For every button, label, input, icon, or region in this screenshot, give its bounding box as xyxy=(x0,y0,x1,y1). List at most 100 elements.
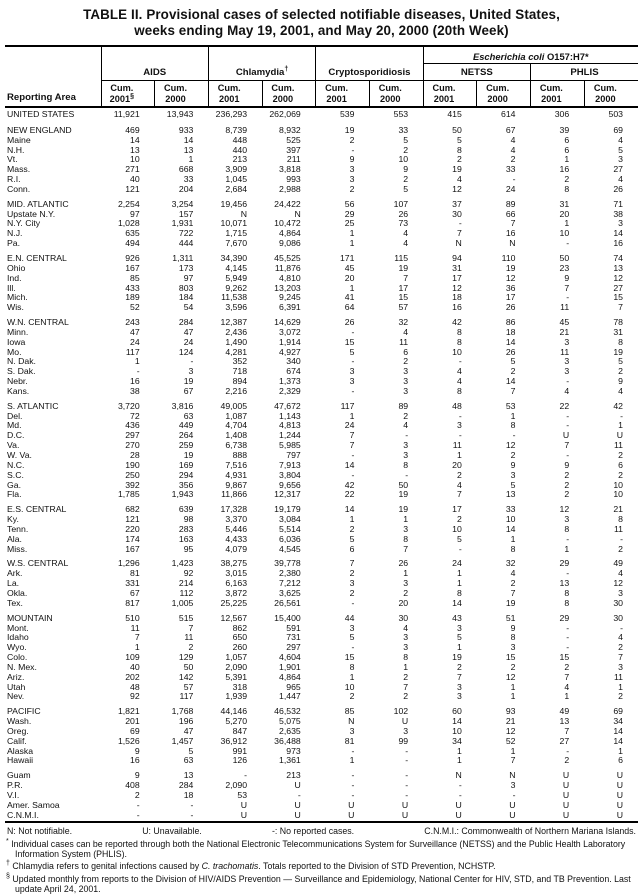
value-cell: 20 xyxy=(344,272,355,283)
cryptosporidiosis-column-header: Cryptosporidiosis xyxy=(315,45,424,81)
value-cell: 3 xyxy=(510,642,516,653)
value-cell: 40 xyxy=(130,174,140,185)
value-cell: 97 xyxy=(130,208,140,219)
table-row: Ky. 121 98 3,370 3,084 1 1 2 10 3 8 xyxy=(5,514,638,525)
value-cell: - xyxy=(458,410,462,421)
value-cell: 803 xyxy=(178,282,194,293)
value-cell: 4 xyxy=(564,681,570,692)
value-cell: 19 xyxy=(398,262,409,273)
value-cell: 44,146 xyxy=(220,706,248,717)
value-cell: - xyxy=(136,799,140,810)
value-cell: - xyxy=(351,469,355,480)
value-cell: 1 xyxy=(618,681,623,692)
value-cell: 29 xyxy=(559,558,570,569)
value-cell: 2 xyxy=(510,661,516,672)
value-cell: 8 xyxy=(349,661,355,672)
cum-col-header-8: Cum. 2001 xyxy=(530,80,585,108)
value-cell: 5 xyxy=(349,346,355,357)
table-row: Ga. 392 356 9,867 9,656 42 50 4 5 2 10 xyxy=(5,479,638,491)
value-cell: 9 xyxy=(349,154,355,165)
value-cell: 5 xyxy=(618,144,623,155)
value-cell: 7 xyxy=(403,272,409,283)
table-row: Wyo. 1 2 260 297 - 3 1 3 - 2 xyxy=(5,642,638,653)
value-cell: 38 xyxy=(130,385,140,396)
value-cell: 1 xyxy=(564,218,570,229)
value-cell: 3 xyxy=(618,661,623,672)
value-cell: 1 xyxy=(456,745,462,756)
area-cell: Colo. xyxy=(7,652,28,663)
value-cell: 14 xyxy=(505,523,516,534)
value-cell: - xyxy=(512,174,516,185)
area-cell: Mo. xyxy=(7,346,22,357)
value-cell: 19 xyxy=(398,504,409,515)
value-cell: 260 xyxy=(232,642,248,653)
value-cell: - xyxy=(566,376,570,387)
value-cell: - xyxy=(458,356,462,367)
value-cell: - xyxy=(351,385,355,396)
table-row: Amer. Samoa - - U U U U U U U U xyxy=(5,799,638,811)
value-cell: - xyxy=(458,780,462,791)
value-cell: 26 xyxy=(344,317,355,328)
value-cell: 48 xyxy=(452,400,462,411)
table-row: Oreg. 69 47 847 2,635 3 3 10 12 7 14 xyxy=(5,725,638,737)
table-row: Ind. 85 97 5,949 4,810 20 7 17 12 9 12 xyxy=(5,272,638,284)
value-cell: 1 xyxy=(349,410,355,421)
value-cell: 2 xyxy=(403,144,409,155)
value-cell: 2,329 xyxy=(279,385,301,396)
value-cell: 41 xyxy=(344,292,355,303)
value-cell: U xyxy=(509,809,516,820)
area-cell: Calif. xyxy=(7,735,27,746)
table-row: N.J. 635 722 1,715 4,864 1 4 7 16 10 14 xyxy=(5,228,638,239)
table-row: Miss. 167 95 4,079 4,545 6 7 - 8 1 2 xyxy=(5,543,638,555)
value-cell: 26,561 xyxy=(274,597,301,608)
value-cell: 3 xyxy=(349,578,355,589)
area-cell: N.Y. City xyxy=(7,218,41,229)
chlamydia-column-header: Chlamydia† xyxy=(207,45,316,81)
value-cell: - xyxy=(566,292,570,303)
area-cell: Md. xyxy=(7,420,22,431)
value-cell: 126 xyxy=(232,755,248,766)
value-cell: 4,931 xyxy=(225,469,248,480)
value-cell: 7,212 xyxy=(279,578,301,589)
value-cell: 1 xyxy=(618,420,623,431)
value-cell: 26 xyxy=(505,302,516,313)
value-cell: 15 xyxy=(505,652,516,663)
area-cell: Wyo. xyxy=(7,642,27,653)
value-cell: 13 xyxy=(183,770,194,781)
value-cell: U xyxy=(401,799,409,810)
value-cell: 9 xyxy=(564,272,570,283)
value-cell: 297 xyxy=(286,642,301,653)
value-cell: 340 xyxy=(286,356,301,367)
value-cell: 1 xyxy=(564,543,570,554)
value-cell: 10 xyxy=(452,725,462,736)
value-cell: 3 xyxy=(403,578,409,589)
value-cell: 1 xyxy=(456,578,462,589)
value-cell: 1 xyxy=(456,755,462,766)
table-row: Ariz. 202 142 5,391 4,864 1 2 7 12 7 11 xyxy=(5,672,638,683)
value-cell: 4 xyxy=(456,479,462,490)
value-cell: 99 xyxy=(398,735,409,746)
value-cell: 18 xyxy=(452,292,462,303)
value-cell: 4 xyxy=(403,622,409,633)
value-cell: 5 xyxy=(510,479,516,490)
value-cell: 1 xyxy=(349,514,355,525)
value-cell: 173 xyxy=(178,262,194,273)
value-cell: 3 xyxy=(456,691,462,702)
value-cell: 45 xyxy=(559,317,570,328)
value-cell: 78 xyxy=(613,317,623,328)
value-cell: 213 xyxy=(232,154,248,165)
value-cell: 13 xyxy=(505,489,516,500)
table-row: Mont. 11 7 862 591 3 4 3 9 - - xyxy=(5,622,638,634)
value-cell: 2 xyxy=(510,366,516,377)
value-cell: 9,262 xyxy=(225,282,248,293)
value-cell: 14 xyxy=(452,597,462,608)
area-cell: S. Dak. xyxy=(7,366,36,377)
table-row: Mich. 189 184 11,538 9,245 41 15 18 17 - 15 xyxy=(5,292,638,303)
value-cell: 15 xyxy=(344,336,355,347)
table-row: Idaho 7 11 650 731 5 3 5 8 - 4 xyxy=(5,632,638,643)
value-cell: - xyxy=(566,533,570,544)
value-cell: 10,071 xyxy=(220,218,248,229)
area-cell: S.C. xyxy=(7,469,24,480)
area-cell: Upstate N.Y. xyxy=(7,208,56,219)
value-cell: 31 xyxy=(559,198,570,209)
